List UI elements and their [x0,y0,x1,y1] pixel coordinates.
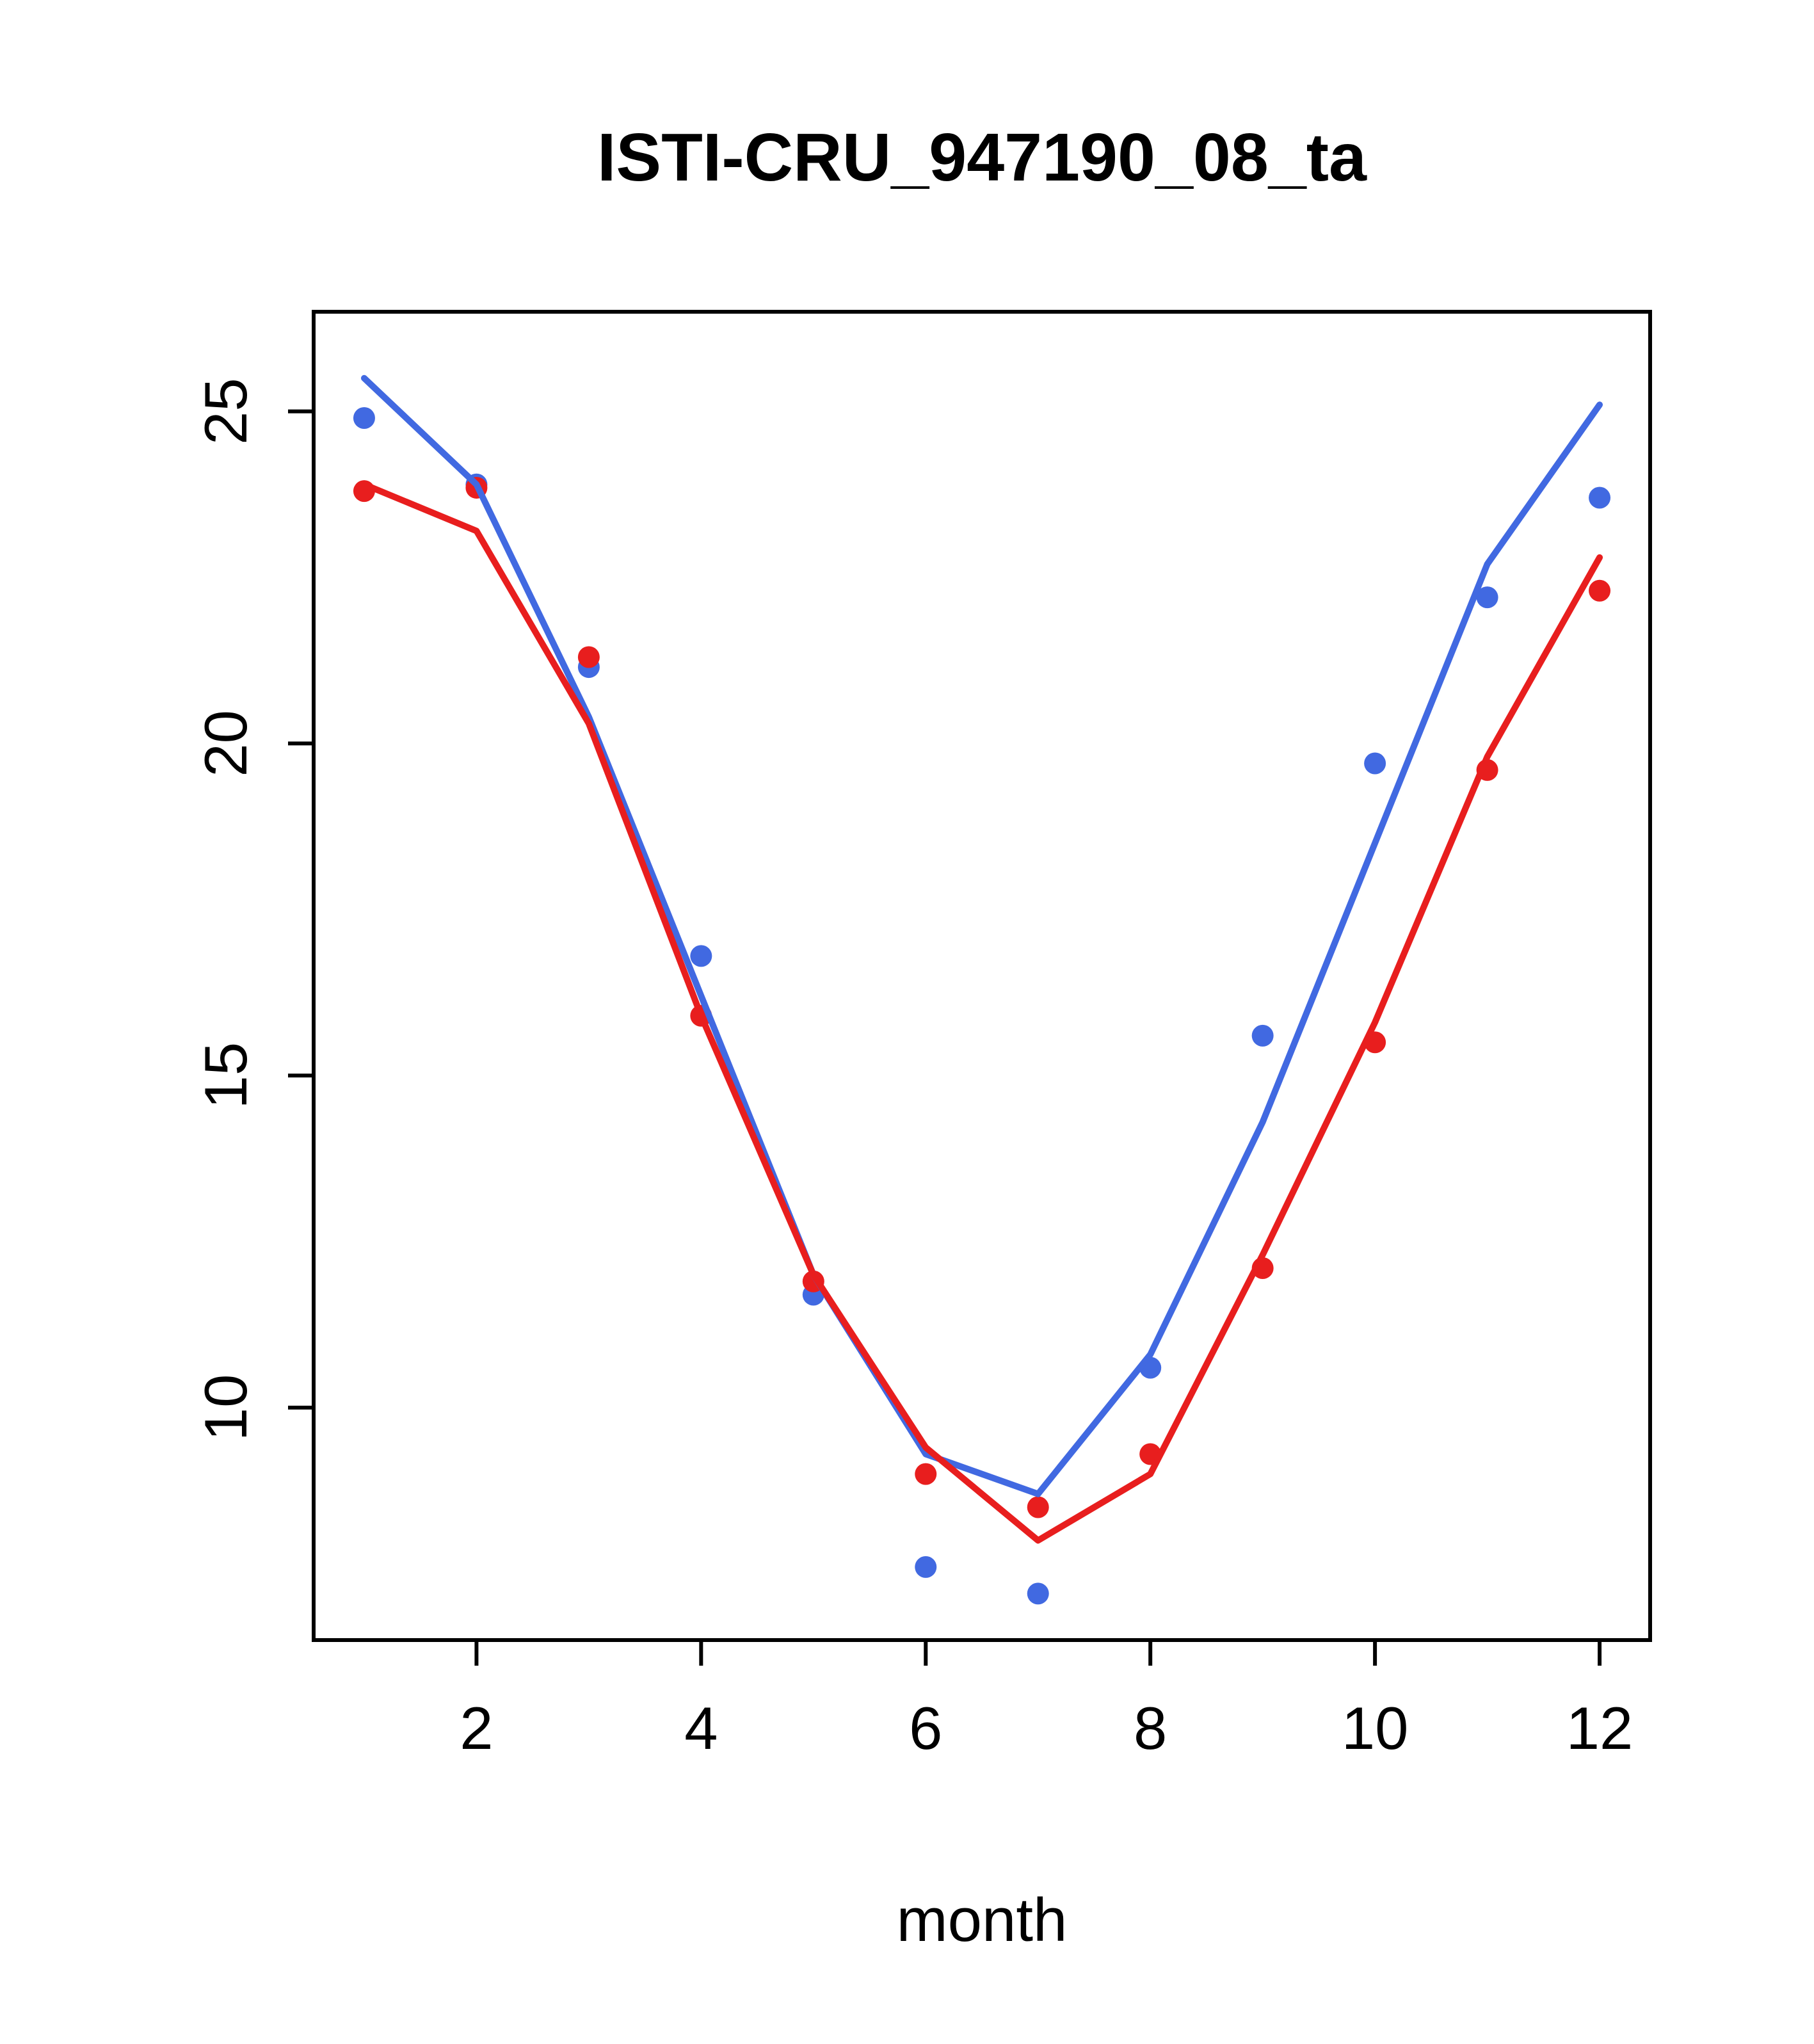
station-points-marker [690,945,712,967]
x-tick-label: 8 [1134,1694,1167,1762]
station-line [360,374,1603,1497]
y-tick-label: 15 [192,1042,259,1109]
reference-points-marker [577,646,600,668]
y-tick-label: 25 [192,378,259,445]
station-points [353,407,1611,1605]
reference-line [360,481,1603,1544]
plot-border [312,310,1652,1642]
station-points-marker [353,407,375,429]
reference-points-marker [1027,1496,1049,1518]
series-layer [353,374,1611,1605]
station-points-marker [915,1556,937,1578]
x-tick-label: 10 [1342,1694,1409,1762]
station-points-marker [1589,487,1611,509]
station-points-marker [1027,1582,1049,1605]
x-tick-label: 2 [460,1694,493,1762]
reference-points [353,476,1611,1518]
station-points-marker [1251,1024,1274,1047]
x-tick-label: 12 [1566,1694,1633,1762]
station-points-marker [1364,752,1386,775]
chart-title: ISTI-CRU_947190_08_ta [597,120,1367,195]
x-tick-label: 4 [684,1694,718,1762]
y-tick-label: 20 [192,710,259,777]
station-points-marker [1476,586,1498,609]
x-tick-label: 6 [909,1694,942,1762]
axes-layer: 2 4 6 8 10 12 10 15 20 25 [192,310,1652,1762]
reference-points-marker [915,1463,937,1485]
reference-points-marker [1589,579,1611,602]
y-tick-label: 10 [192,1374,259,1442]
x-axis-title: month [897,1886,1068,1954]
